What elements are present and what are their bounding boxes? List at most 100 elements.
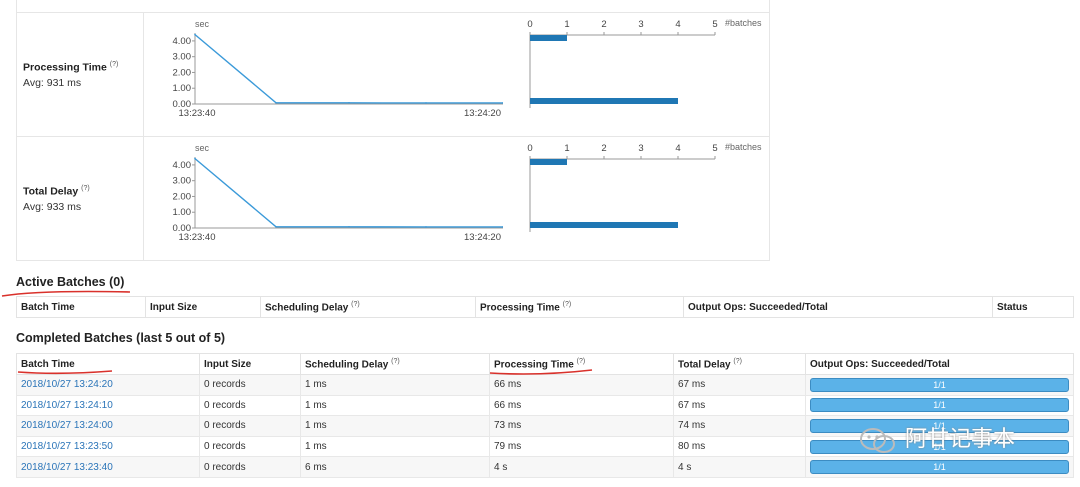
- processing-time-title: Processing Time (?): [23, 61, 118, 74]
- batch-time-cell: 2018/10/27 13:23:40: [16, 456, 200, 478]
- table-row: 2018/10/27 13:24:10 0 records 1 ms 66 ms 67 …: [16, 394, 1074, 417]
- x-axis-label: #batches: [725, 18, 762, 28]
- processing-time-cell: 66 ms: [489, 374, 674, 396]
- scheduling-delay-cell: 1 ms: [300, 374, 490, 396]
- data-point: [194, 157, 196, 160]
- x-tick-label: 2: [601, 143, 606, 154]
- column-header-output-ops[interactable]: Output Ops: Succeeded/Total: [805, 353, 1074, 375]
- column-header-total-delay[interactable]: Total Delay (?): [673, 353, 806, 375]
- total-delay-cell: 67 ms: [673, 394, 806, 417]
- data-point: [348, 102, 350, 104]
- statistics-table: Processing Time (?) Avg: 931 ms sec 4.00 3…: [16, 0, 770, 261]
- input-size-cell: 0 records: [199, 456, 301, 478]
- y-tick-label: 1.00: [173, 83, 192, 94]
- x-tick-label: 3: [638, 143, 643, 154]
- processing-time-histogram-chart: 0 1 2 3 4 5 #batches: [527, 18, 762, 108]
- batch-time-link[interactable]: 2018/10/27 13:23:40: [21, 461, 113, 473]
- x-axis-label: #batches: [725, 142, 762, 152]
- data-point: [425, 102, 427, 104]
- total-delay-title: Total Delay (?): [23, 185, 90, 198]
- y-tick-label: 3.00: [173, 176, 192, 187]
- total-delay-help[interactable]: (?): [81, 185, 90, 192]
- wechat-icon: [860, 428, 895, 453]
- batch-time-link[interactable]: 2018/10/27 13:24:20: [21, 379, 113, 391]
- scheduling-delay-cell: 6 ms: [300, 456, 490, 478]
- watermark-text: 阿甘记事本: [905, 427, 1016, 452]
- column-header-status[interactable]: Status: [992, 296, 1074, 318]
- batch-time-link[interactable]: 2018/10/27 13:24:10: [21, 399, 113, 411]
- y-tick-label: 2.00: [173, 67, 192, 78]
- total-delay-label: Total Delay: [23, 185, 79, 198]
- y-tick-label: 1.00: [173, 207, 192, 218]
- batch-time-link[interactable]: 2018/10/27 13:23:50: [21, 441, 113, 453]
- histogram-bar: [530, 222, 678, 228]
- y-tick-label: 2.00: [173, 191, 192, 202]
- divider: [143, 13, 144, 137]
- processing-time-help[interactable]: (?): [109, 61, 119, 68]
- total-delay-cell: 74 ms: [673, 415, 806, 437]
- y-tick-label: 0.00: [173, 99, 192, 110]
- x-tick-label: 1: [564, 143, 569, 154]
- histogram-bar: [530, 98, 678, 104]
- processing-time-avg: Avg: 931 ms: [23, 77, 82, 89]
- output-ops-cell: 1/1: [805, 394, 1074, 417]
- batch-time-link[interactable]: 2018/10/27 13:24:00: [21, 420, 113, 432]
- watermark-logo: 阿甘记事本: [858, 421, 1015, 455]
- data-point: [425, 226, 427, 228]
- help-icon[interactable]: (?): [351, 300, 360, 308]
- help-icon[interactable]: (?): [733, 357, 742, 365]
- x-tick-label: 5: [712, 19, 717, 30]
- x-tick-label: 13:23:40: [179, 108, 216, 119]
- series-line: [194, 34, 503, 104]
- processing-time-row: Processing Time (?) Avg: 931 ms sec 4.00 3…: [17, 12, 769, 137]
- batch-time-cell: 2018/10/27 13:24:20: [16, 374, 200, 396]
- header-label: Processing Time: [480, 302, 560, 314]
- column-header-scheduling-delay[interactable]: Scheduling Delay (?): [300, 353, 490, 375]
- y-tick-label: 3.00: [173, 52, 192, 63]
- completed-batches-body: 2018/10/27 13:24:20 0 records 1 ms 66 ms 67 …: [16, 374, 1074, 478]
- batch-time-cell: 2018/10/27 13:24:10: [16, 394, 200, 417]
- batch-time-cell: 2018/10/27 13:23:50: [16, 435, 200, 458]
- scheduling-delay-cell: 1 ms: [300, 394, 490, 417]
- help-icon[interactable]: (?): [576, 357, 586, 365]
- total-delay-row: Total Delay (?) Avg: 933 ms sec 4.00 3.00 2…: [17, 136, 769, 261]
- column-header-scheduling-delay[interactable]: Scheduling Delay (?): [260, 296, 476, 318]
- column-header-output-ops[interactable]: Output Ops: Succeeded/Total: [683, 296, 993, 318]
- processing-time-cell: 73 ms: [489, 415, 674, 437]
- column-header-processing-time[interactable]: Processing Time (?): [475, 296, 684, 318]
- input-size-cell: 0 records: [199, 374, 301, 396]
- total-delay-avg: Avg: 933 ms: [23, 201, 82, 213]
- output-ops-progress-bar: 1/1: [810, 377, 1069, 392]
- scheduling-delay-cell: 1 ms: [300, 415, 490, 437]
- processing-time-cell: 79 ms: [489, 435, 674, 458]
- input-size-cell: 0 records: [199, 394, 301, 417]
- x-tick-label: 2: [601, 19, 606, 30]
- divider: [143, 137, 144, 261]
- data-point: [275, 101, 277, 104]
- y-tick-label: 4.00: [173, 160, 192, 171]
- data-point: [348, 226, 350, 228]
- help-icon[interactable]: (?): [562, 300, 572, 308]
- input-size-cell: 0 records: [199, 435, 301, 458]
- completed-batches-table: Batch Time Input Size Scheduling Delay (…: [16, 353, 1074, 478]
- column-header-batch-time[interactable]: Batch Time: [16, 296, 146, 318]
- header-label: Total Delay: [678, 359, 731, 371]
- header-label: Processing Time: [494, 359, 574, 371]
- help-icon[interactable]: (?): [391, 357, 400, 365]
- data-point: [502, 102, 503, 104]
- column-header-input-size[interactable]: Input Size: [145, 296, 261, 318]
- x-tick-label: 0: [527, 143, 532, 154]
- output-ops-progress-bar: 1/1: [810, 460, 1069, 475]
- x-tick-label: 4: [675, 19, 680, 30]
- x-tick-label: 0: [527, 19, 532, 30]
- active-batches-annotation: [1, 290, 131, 297]
- column-header-processing-time[interactable]: Processing Time (?): [489, 353, 674, 375]
- batch-time-cell: 2018/10/27 13:24:00: [16, 415, 200, 437]
- total-delay-cell: 4 s: [673, 456, 806, 478]
- active-batches-table: Batch Time Input Size Scheduling Delay (…: [16, 296, 1074, 318]
- data-point: [502, 226, 503, 228]
- header-label: Scheduling Delay: [265, 302, 349, 314]
